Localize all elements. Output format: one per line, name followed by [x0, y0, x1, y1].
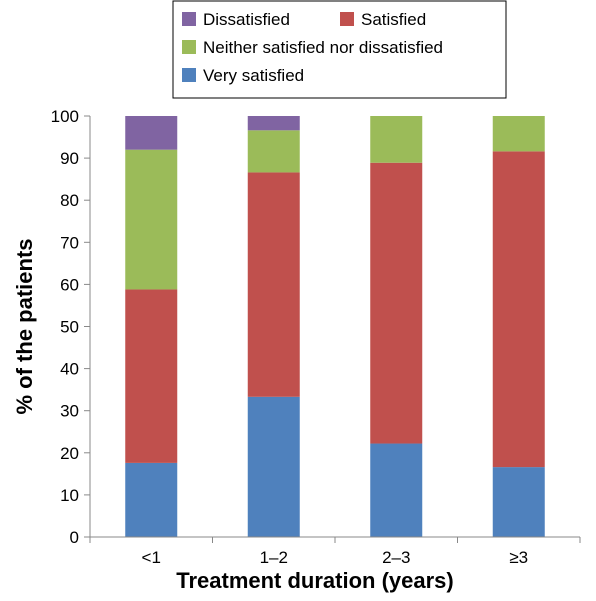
bar-segment-satisfied — [492, 151, 545, 468]
x-ticks: <1 1–2 2–3 ≥3 — [89, 537, 581, 567]
y-tick-label: 70 — [60, 233, 79, 252]
bar-segment-neither-satisfied-nor-dissatisfied — [247, 130, 300, 173]
x-tick-label: 2–3 — [382, 548, 410, 567]
legend-swatch-satisfied — [340, 12, 354, 26]
x-tick-label: <1 — [142, 548, 161, 567]
legend-box — [172, 0, 507, 99]
bars — [125, 116, 545, 537]
x-axis-title: Treatment duration (years) — [176, 568, 454, 593]
bar-segment-very-satisfied — [370, 443, 423, 537]
bar-segment-neither-satisfied-nor-dissatisfied — [125, 149, 178, 290]
bar-segment-dissatisfied — [125, 116, 178, 150]
y-tick-label: 90 — [60, 149, 79, 168]
bar-segment-neither-satisfied-nor-dissatisfied — [370, 116, 423, 163]
bar-segment-dissatisfied — [247, 116, 300, 131]
bar-segment-very-satisfied — [492, 467, 545, 537]
y-tick-label: 50 — [60, 318, 79, 337]
legend-swatch-neither-satisfied-nor-dissatisfied — [182, 40, 196, 54]
bar-segment-very-satisfied — [125, 462, 178, 537]
legend: Dissatisfied Satisfied Neither satisfied n… — [172, 0, 507, 99]
bar-segment-neither-satisfied-nor-dissatisfied — [492, 116, 545, 152]
y-tick-label: 100 — [51, 107, 79, 126]
y-tick-label: 10 — [60, 486, 79, 505]
y-axis-title: % of the patients — [12, 238, 37, 414]
legend-label: Neither satisfied nor dissatisfied — [203, 38, 443, 57]
legend-label: Satisfied — [361, 10, 426, 29]
y-tick-label: 60 — [60, 275, 79, 294]
x-tick-label: ≥3 — [509, 548, 528, 567]
legend-label: Very satisfied — [203, 66, 304, 85]
legend-swatch-dissatisfied — [182, 12, 196, 26]
y-tick-label: 40 — [60, 360, 79, 379]
y-tick-label: 30 — [60, 402, 79, 421]
bar-segment-very-satisfied — [247, 396, 300, 537]
y-tick-label: 20 — [60, 444, 79, 463]
bar-segment-satisfied — [125, 289, 178, 463]
bar-segment-satisfied — [370, 162, 423, 444]
y-tick-label: 80 — [60, 191, 79, 210]
y-ticks: 0 10 20 30 40 50 60 70 80 90 100 — [51, 107, 90, 547]
bar-segment-satisfied — [247, 172, 300, 397]
y-tick-label: 0 — [70, 528, 79, 547]
x-tick-label: 1–2 — [260, 548, 288, 567]
legend-label: Dissatisfied — [203, 10, 290, 29]
legend-swatch-very-satisfied — [182, 68, 196, 82]
